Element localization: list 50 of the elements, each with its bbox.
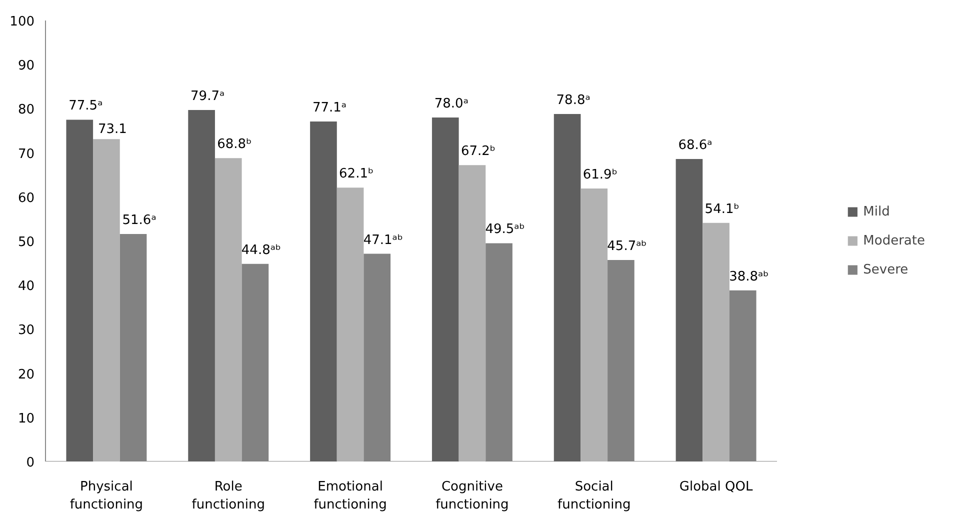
data-label: 51.6ᵃ	[122, 212, 156, 228]
x-tick-label: Emotional functioning	[314, 480, 387, 512]
bar	[580, 188, 608, 462]
data-label: 67.2ᵇ	[460, 144, 496, 160]
x-tick-label: Physical functioning	[70, 480, 144, 512]
y-tick-label: 70	[18, 146, 35, 162]
bar	[702, 222, 730, 462]
legend-label: Moderate	[863, 233, 925, 248]
data-label: 45.7ᵃᵇ	[607, 238, 647, 254]
data-label: 68.6ᵃ	[678, 138, 712, 153]
legend-label: Severe	[863, 262, 908, 277]
bar	[214, 158, 242, 462]
y-tick-label: 30	[18, 323, 35, 338]
y-tick-label: 90	[18, 58, 35, 74]
x-tick-label: Global QOL	[679, 480, 754, 494]
data-label: 38.8ᵃᵇ	[729, 269, 769, 284]
x-tick-label: Social functioning	[558, 480, 631, 512]
data-label: 78.8ᵃ	[556, 92, 590, 108]
data-label: 47.1ᵃᵇ	[363, 232, 403, 248]
data-label: 77.1ᵃ	[312, 100, 346, 116]
y-tick-label: 100	[10, 14, 35, 30]
legend-label: Mild	[863, 204, 890, 219]
data-label: 68.8ᵇ	[217, 137, 252, 152]
y-tick-label: 50	[18, 235, 35, 250]
data-label: 79.7ᵃ	[190, 89, 225, 104]
y-tick-label: 80	[18, 102, 35, 118]
data-label: 78.0ᵃ	[434, 96, 468, 112]
data-label: 54.1ᵇ	[704, 202, 740, 217]
data-label: 61.9ᵇ	[582, 168, 618, 183]
bar	[432, 118, 459, 462]
bar	[188, 110, 215, 462]
data-label: 77.5ᵃ	[68, 98, 103, 114]
x-tick-label: Cognitive functioning	[436, 480, 509, 512]
bar	[93, 139, 120, 462]
bar	[66, 120, 94, 462]
y-tick-label: 20	[18, 367, 35, 382]
bar	[336, 188, 364, 462]
y-tick-label: 40	[18, 279, 35, 294]
bar	[458, 165, 486, 462]
data-label: 62.1ᵇ	[339, 166, 374, 182]
bar	[310, 121, 337, 462]
bar	[676, 158, 703, 462]
data-label: 44.8ᵃᵇ	[241, 242, 282, 258]
y-tick-label: 0	[26, 456, 35, 470]
bar	[554, 114, 581, 462]
data-label: 73.1	[98, 122, 127, 138]
y-tick-label: 10	[18, 411, 35, 426]
data-label: 49.5ᵃᵇ	[485, 222, 525, 238]
x-tick-label: Role functioning	[192, 480, 265, 512]
y-tick-label: 60	[18, 190, 35, 206]
